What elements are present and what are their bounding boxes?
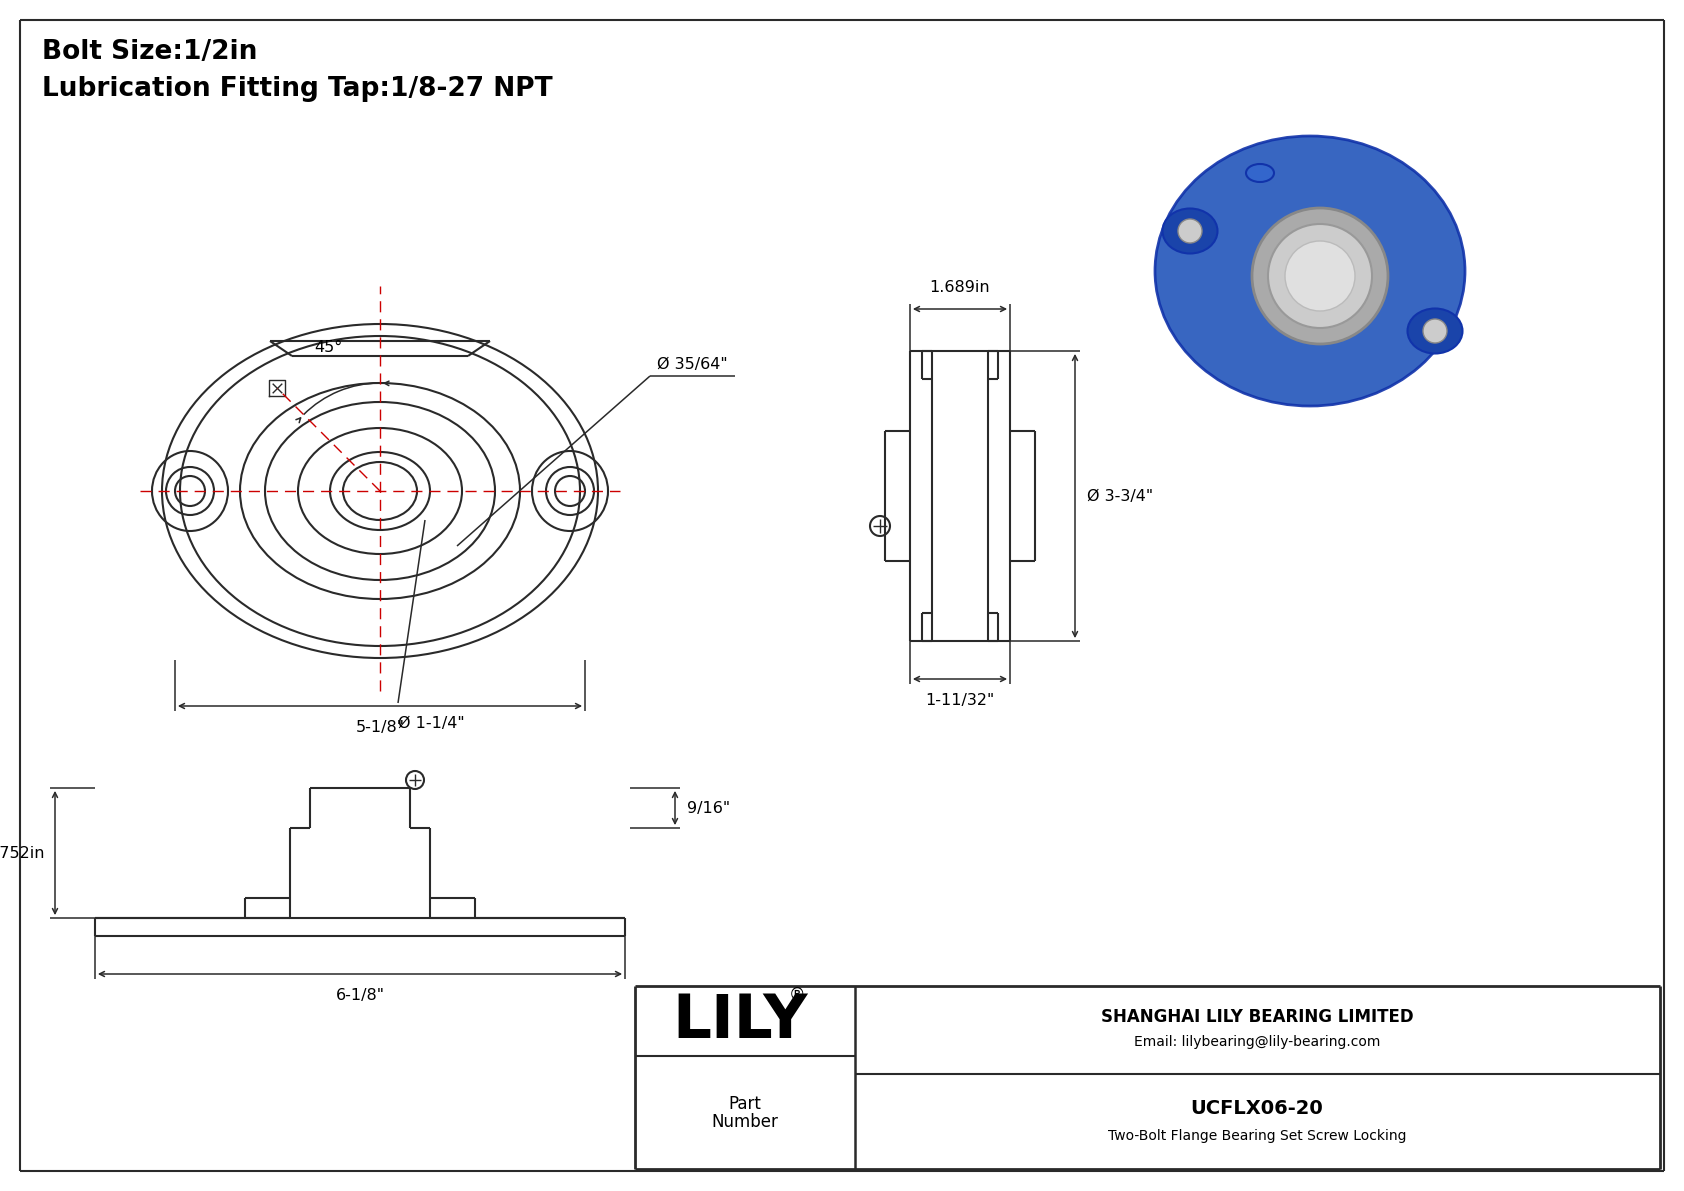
Text: Email: lilybearing@lily-bearing.com: Email: lilybearing@lily-bearing.com xyxy=(1133,1035,1381,1049)
Text: UCFLX06-20: UCFLX06-20 xyxy=(1191,1099,1324,1118)
Text: LILY: LILY xyxy=(672,991,808,1050)
Text: Bolt Size:1/2in: Bolt Size:1/2in xyxy=(42,39,258,66)
Ellipse shape xyxy=(1246,164,1275,182)
Circle shape xyxy=(1179,219,1202,243)
Circle shape xyxy=(1423,319,1447,343)
Circle shape xyxy=(1268,224,1372,328)
Text: Lubrication Fitting Tap:1/8-27 NPT: Lubrication Fitting Tap:1/8-27 NPT xyxy=(42,76,552,102)
Text: Ø 1-1/4": Ø 1-1/4" xyxy=(397,716,465,731)
Text: 5-1/8": 5-1/8" xyxy=(355,721,404,735)
Text: Ø 35/64": Ø 35/64" xyxy=(657,357,727,372)
Text: 45°: 45° xyxy=(313,341,342,355)
Ellipse shape xyxy=(1162,208,1218,254)
Text: 6-1/8": 6-1/8" xyxy=(335,989,384,1003)
Text: Number: Number xyxy=(712,1114,778,1131)
Text: Two-Bolt Flange Bearing Set Screw Locking: Two-Bolt Flange Bearing Set Screw Lockin… xyxy=(1108,1129,1406,1143)
Circle shape xyxy=(1285,241,1356,311)
Text: 1.689in: 1.689in xyxy=(930,280,990,295)
Text: 1-11/32": 1-11/32" xyxy=(926,693,995,707)
Circle shape xyxy=(1251,208,1388,344)
Text: 1.752in: 1.752in xyxy=(0,846,45,861)
Text: 9/16": 9/16" xyxy=(687,800,731,816)
Text: Ø 3-3/4": Ø 3-3/4" xyxy=(1086,488,1154,504)
Text: Part: Part xyxy=(729,1095,761,1114)
Ellipse shape xyxy=(1408,308,1462,354)
Text: ®: ® xyxy=(788,986,805,1004)
Text: SHANGHAI LILY BEARING LIMITED: SHANGHAI LILY BEARING LIMITED xyxy=(1101,1008,1413,1025)
Ellipse shape xyxy=(1155,136,1465,406)
